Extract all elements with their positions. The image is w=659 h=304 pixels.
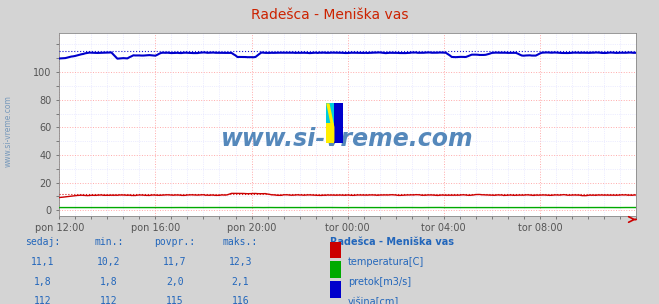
Text: pretok[m3/s]: pretok[m3/s] <box>348 277 411 287</box>
Text: www.si-vreme.com: www.si-vreme.com <box>221 127 474 151</box>
Text: www.si-vreme.com: www.si-vreme.com <box>3 95 13 167</box>
Text: 11,7: 11,7 <box>163 257 186 267</box>
Bar <box>335 103 343 143</box>
Text: 11,1: 11,1 <box>31 257 55 267</box>
Text: 112: 112 <box>34 296 51 304</box>
Text: 1,8: 1,8 <box>34 277 51 287</box>
Polygon shape <box>326 103 335 143</box>
Text: 2,0: 2,0 <box>166 277 183 287</box>
Text: višina[cm]: višina[cm] <box>348 296 399 304</box>
Polygon shape <box>330 103 335 127</box>
Bar <box>326 103 335 143</box>
Bar <box>326 103 335 123</box>
Text: 116: 116 <box>232 296 249 304</box>
Text: min.:: min.: <box>94 237 123 247</box>
Text: 12,3: 12,3 <box>229 257 252 267</box>
Text: 1,8: 1,8 <box>100 277 117 287</box>
Text: temperatura[C]: temperatura[C] <box>348 257 424 267</box>
Text: maks.:: maks.: <box>223 237 258 247</box>
Text: povpr.:: povpr.: <box>154 237 195 247</box>
Text: Radešca - Meniška vas: Radešca - Meniška vas <box>251 8 408 22</box>
Text: Radešca - Meniška vas: Radešca - Meniška vas <box>330 237 453 247</box>
Text: 2,1: 2,1 <box>232 277 249 287</box>
Text: 112: 112 <box>100 296 117 304</box>
Text: sedaj:: sedaj: <box>25 237 61 247</box>
Text: 115: 115 <box>166 296 183 304</box>
Text: 10,2: 10,2 <box>97 257 121 267</box>
